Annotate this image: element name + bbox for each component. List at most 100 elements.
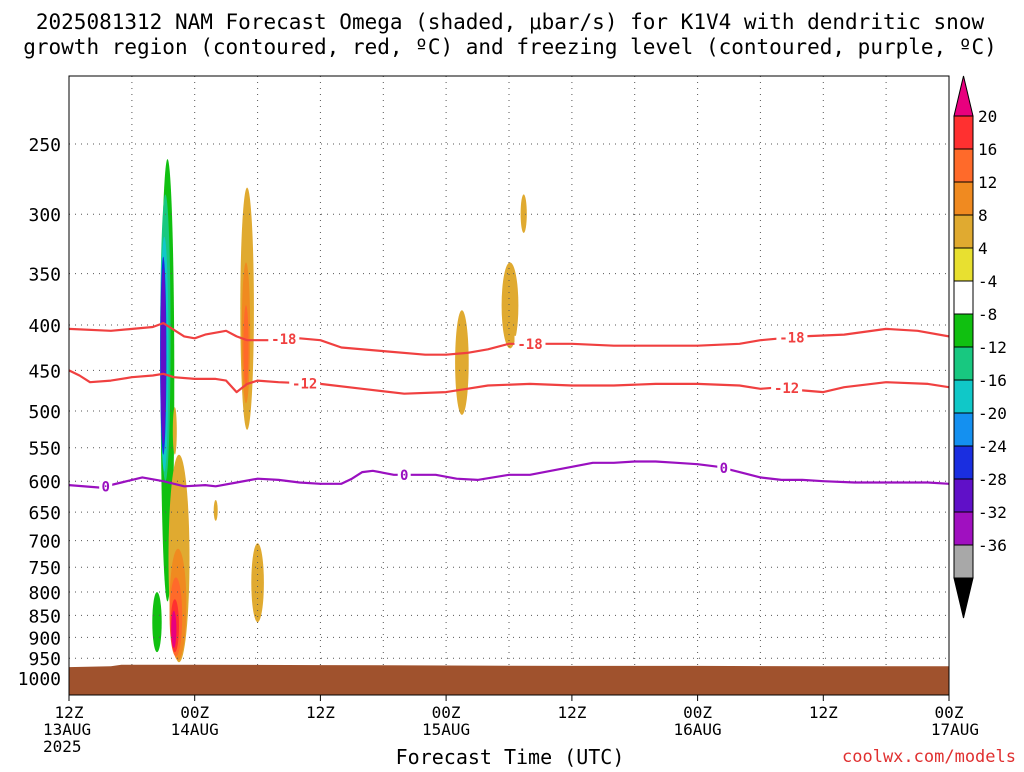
colorbar-swatch-9 — [953, 412, 974, 447]
dgz-contour-m18-label-bg-1 — [514, 335, 546, 351]
y-tick-label-550: 550 — [28, 439, 61, 460]
freezing-level-contour-label-2: 0 — [720, 461, 728, 477]
colorbar-swatch-12 — [953, 511, 974, 546]
colorbar-swatch-5 — [953, 280, 974, 315]
colorbar-swatch-11 — [953, 478, 974, 513]
freezing-level-contour-label-1: 0 — [400, 468, 408, 484]
dgz-contour-m12-label-1: -12 — [774, 381, 799, 397]
colorbar-label-12: -32 — [978, 503, 1007, 522]
colorbar-label-4: 4 — [978, 239, 988, 258]
omega-shade-21 — [251, 543, 264, 623]
colorbar-swatch-1 — [953, 148, 974, 183]
omega-shade-19 — [243, 305, 249, 388]
omega-shade-10 — [227, 426, 232, 452]
omega-shade-16 — [171, 610, 177, 649]
y-tick-label-350: 350 — [28, 265, 61, 286]
colorbar-swatch-4 — [953, 247, 974, 282]
y-tick-label-950: 950 — [28, 649, 61, 670]
x-tick-label-36-0: 00Z — [432, 703, 461, 722]
omega-shading-layer — [144, 76, 527, 663]
dgz-contour-m18-line — [69, 322, 949, 356]
colorbar: 20 16 12 8 4 -4 -8 -12 -16 -20 -24 -28 -32 -36 — [953, 75, 1007, 619]
ground-surface — [69, 664, 949, 695]
y-tick-label-750: 750 — [28, 558, 61, 579]
y-tick-label-450: 450 — [28, 361, 61, 382]
colorbar-label-13: -36 — [978, 536, 1007, 555]
colorbar-swatch-13 — [953, 544, 974, 579]
contour-layer: -18 -18 -18 -12 -12 0 0 0 — [69, 322, 949, 495]
x-tick-label-0-0: 12Z — [55, 703, 84, 722]
y-tick-label-850: 850 — [28, 606, 61, 627]
y-tick-label-300: 300 — [28, 205, 61, 226]
freezing-level-contour-line — [69, 460, 949, 489]
dgz-contour-m12-label-bg-1 — [771, 380, 803, 395]
colorbar-swatch-7 — [953, 346, 974, 381]
y-tick-label-250: 250 — [28, 135, 61, 156]
colorbar-label-2: 12 — [978, 173, 997, 192]
dgz-contour-m18-label-1: -18 — [517, 337, 542, 353]
y-tick-label-400: 400 — [28, 316, 61, 337]
omega-shade-22 — [455, 310, 469, 415]
x-tick-label-0-2: 2025 — [43, 737, 82, 756]
omega-shade-20 — [213, 500, 218, 521]
colorbar-label-5: -4 — [978, 272, 997, 291]
dgz-contour-m12-label-bg-0 — [289, 375, 321, 391]
freezing-level-contour-label-bg-2 — [717, 460, 731, 476]
y-tick-label-600: 600 — [28, 472, 61, 493]
colorbar-swatch-3 — [953, 214, 974, 249]
colorbar-label-10: -24 — [978, 437, 1007, 456]
y-tick-label-500: 500 — [28, 402, 61, 423]
colorbar-label-0: 20 — [978, 107, 997, 126]
colorbar-swatch-6 — [953, 313, 974, 348]
colorbar-label-6: -8 — [978, 305, 997, 324]
omega-shade-11 — [172, 407, 177, 455]
ground-layer — [69, 664, 949, 695]
colorbar-bottom-triangle — [953, 577, 974, 619]
chart-title-line-1: 2025081312 NAM Forecast Omega (shaded, μ… — [36, 10, 985, 34]
x-tick-label-0-1: 13AUG — [43, 720, 91, 739]
y-tick-label-800: 800 — [28, 583, 61, 604]
colorbar-label-8: -16 — [978, 371, 1007, 390]
x-tick-label-12-1: 14AUG — [171, 720, 219, 739]
x-tick-label-72-0: 12Z — [809, 703, 838, 722]
colorbar-label-9: -20 — [978, 404, 1007, 423]
dgz-contour-m12-label-0: -12 — [292, 376, 317, 392]
x-tick-label-12-0: 00Z — [180, 703, 209, 722]
x-tick-label-24-0: 12Z — [306, 703, 335, 722]
freezing-level-contour-label-0: 0 — [101, 479, 109, 495]
x-tick-label-84-1: 17AUG — [931, 720, 979, 739]
x-axis-label: Forecast Time (UTC) — [396, 745, 625, 768]
colorbar-swatch-2 — [953, 181, 974, 216]
dgz-contour-m18-label-bg-0 — [268, 331, 300, 347]
x-tick-label-48-0: 12Z — [557, 703, 586, 722]
chart-title-line-2: growth region (contoured, red, ºC) and f… — [23, 35, 997, 59]
omega-shade-5 — [160, 268, 166, 445]
colorbar-swatch-8 — [953, 379, 974, 414]
omega-shade-7 — [152, 592, 162, 653]
y-axis-tick-labels: 2503003504004505005506006507007508008509… — [18, 135, 61, 690]
y-tick-label-1000: 1000 — [18, 669, 61, 690]
x-tick-label-60-1: 16AUG — [674, 720, 722, 739]
omega-shade-9 — [232, 85, 239, 296]
colorbar-label-1: 16 — [978, 140, 997, 159]
colorbar-label-7: -12 — [978, 338, 1007, 357]
y-tick-label-650: 650 — [28, 503, 61, 524]
freezing-level-contour-label-bg-0 — [99, 478, 113, 494]
omega-shade-23 — [501, 262, 519, 349]
dgz-contour-m18-label-bg-2 — [776, 329, 808, 345]
x-tick-label-84-0: 00Z — [935, 703, 964, 722]
x-tick-label-60-0: 00Z — [683, 703, 712, 722]
y-tick-label-900: 900 — [28, 628, 61, 649]
credit-text: coolwx.com/models — [842, 747, 1016, 767]
colorbar-swatch-10 — [953, 445, 974, 480]
dgz-contour-m18-label-2: -18 — [779, 330, 804, 346]
colorbar-label-11: -28 — [978, 470, 1007, 489]
colorbar-label-3: 8 — [978, 206, 988, 225]
omega-shade-24 — [520, 194, 527, 233]
plot-frame — [68, 75, 950, 696]
dgz-contour-m18-label-0: -18 — [271, 332, 296, 348]
freezing-level-contour-label-bg-1 — [397, 466, 411, 482]
